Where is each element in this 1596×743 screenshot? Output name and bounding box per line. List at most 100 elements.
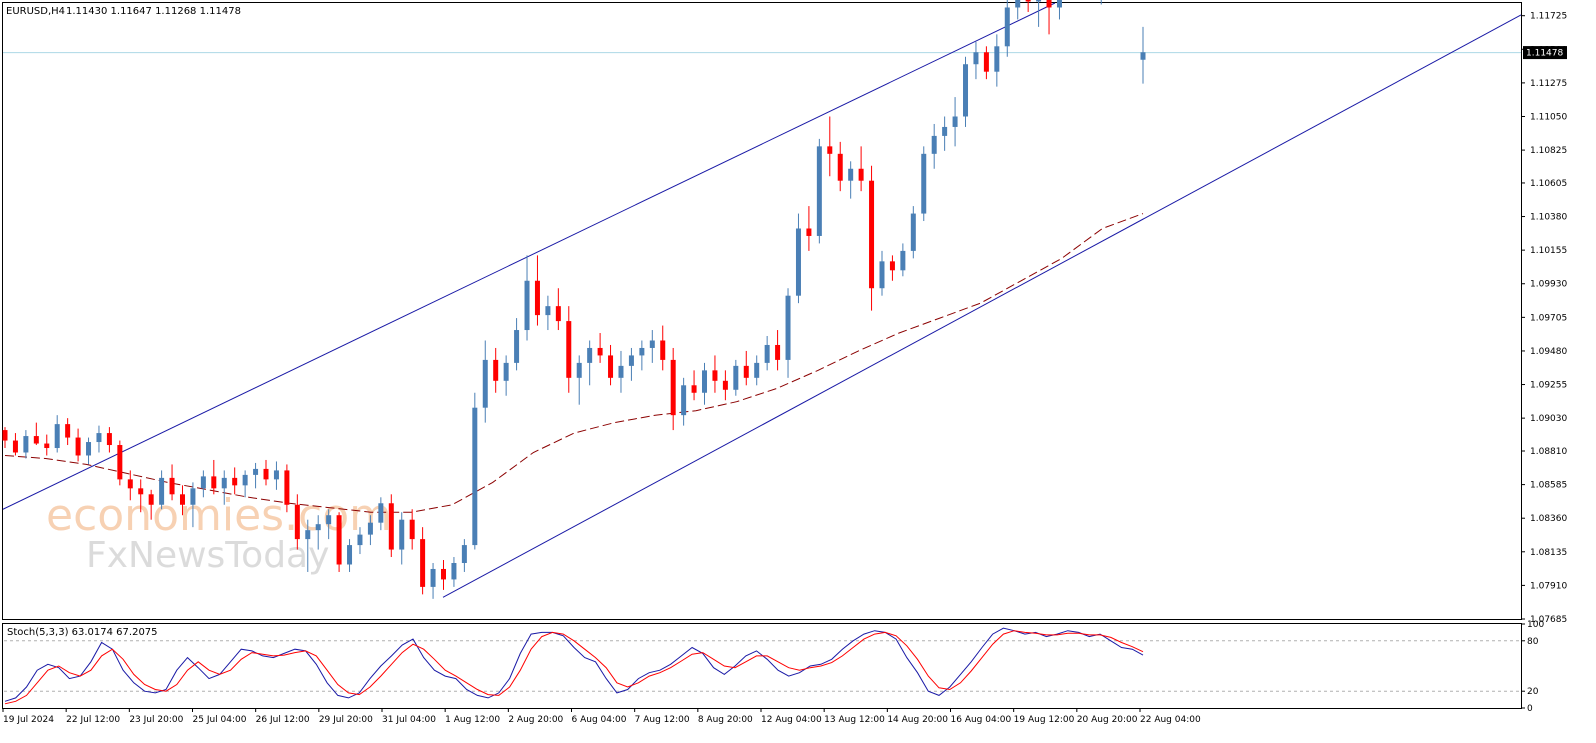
time-tick-label: 31 Jul 04:00 xyxy=(382,715,436,725)
bull-candle xyxy=(503,355,509,396)
watermark-line1: economies.com xyxy=(46,490,392,541)
candle-body xyxy=(806,228,812,236)
candle-body xyxy=(608,355,614,378)
time-tick-label: 2 Aug 20:00 xyxy=(508,715,563,725)
bull-candle xyxy=(242,470,248,498)
bull-candle xyxy=(681,377,687,426)
bear-candle xyxy=(597,333,603,363)
time-tick-label: 26 Jul 12:00 xyxy=(256,715,310,725)
candle-body xyxy=(169,477,175,495)
time-tick-label: 1 Aug 12:00 xyxy=(445,715,500,725)
stoch-levels xyxy=(4,640,1520,692)
candle-body xyxy=(973,52,979,65)
candle-body xyxy=(889,261,895,271)
bear-candle xyxy=(2,427,8,449)
bull-candle xyxy=(900,243,906,277)
candle-body xyxy=(702,370,708,393)
time-tick-label: 29 Jul 20:00 xyxy=(319,715,373,725)
candle-body xyxy=(179,494,185,505)
candle-body xyxy=(1046,0,1052,8)
candle-body xyxy=(65,424,71,438)
bear-candle xyxy=(775,330,781,371)
candle-body xyxy=(44,443,50,449)
price-tick-label: 1.09480 xyxy=(1530,347,1567,357)
candle-body xyxy=(211,476,217,489)
stoch-title: Stoch(5,3,3) 63.0174 67.2075 xyxy=(7,627,158,638)
candle-body xyxy=(75,437,81,456)
price-tick-label: 1.09030 xyxy=(1530,414,1567,424)
candle-body xyxy=(534,280,540,316)
candle-body xyxy=(305,530,311,540)
candle-body xyxy=(1025,0,1031,2)
bull-candle xyxy=(931,123,937,169)
candle-body xyxy=(994,46,1000,72)
candle-body xyxy=(493,359,499,381)
candle-body xyxy=(566,321,572,378)
time-tick-label: 8 Aug 20:00 xyxy=(698,715,753,725)
trend-channel[interactable] xyxy=(2,2,1522,598)
bear-candle xyxy=(534,255,540,326)
candle-body xyxy=(785,295,791,360)
candle-body xyxy=(754,362,760,378)
bear-candle xyxy=(806,206,812,251)
candle-body xyxy=(628,355,634,366)
price-tick-label: 1.07910 xyxy=(1530,581,1567,591)
bull-candle xyxy=(963,56,969,127)
price-tick-label: 1.09930 xyxy=(1530,280,1567,290)
candle-body xyxy=(242,474,248,486)
candle-body xyxy=(472,407,478,546)
bull-candle xyxy=(795,213,801,304)
bull-candle xyxy=(305,519,311,572)
bull-candle xyxy=(816,138,822,244)
price-tick-label: 1.10380 xyxy=(1530,213,1567,223)
bear-candle xyxy=(294,494,300,550)
bear-candle xyxy=(117,440,123,486)
candle-body xyxy=(879,261,885,289)
bear-candle xyxy=(138,479,144,513)
time-tick-label: 6 Aug 04:00 xyxy=(572,715,627,725)
candle-body xyxy=(795,228,801,296)
candle-body xyxy=(827,146,833,154)
bear-candle xyxy=(420,527,426,595)
candle-body xyxy=(952,116,958,127)
bull-candle xyxy=(430,563,436,599)
bull-candle xyxy=(1056,0,1062,20)
candle-body xyxy=(545,306,551,316)
bear-candle xyxy=(1046,0,1052,35)
candle-body xyxy=(764,344,770,363)
bull-candle xyxy=(159,470,165,510)
bull-candle xyxy=(253,462,259,489)
bear-candle xyxy=(608,344,614,386)
price-tick-label: 1.11725 xyxy=(1530,12,1567,22)
price-tick-label: 1.10605 xyxy=(1530,179,1567,189)
stoch-tick-label: 0 xyxy=(1527,704,1533,714)
candle-body xyxy=(294,504,300,540)
candle-body xyxy=(712,370,718,381)
time-axis: 19 Jul 2024 22 Jul 12:00 23 Jul 20:00 25 Ju… xyxy=(2,708,1201,725)
bull-candle xyxy=(628,347,634,381)
bull-candle xyxy=(587,340,593,386)
bear-candle xyxy=(858,146,864,192)
bull-candle xyxy=(399,512,405,565)
chart-symbol: EURUSD,H4 xyxy=(6,6,65,17)
bull-candle xyxy=(367,515,373,546)
candle-body xyxy=(420,539,426,587)
candle-body xyxy=(23,436,29,453)
candle-body xyxy=(54,424,60,449)
candle-body xyxy=(1004,7,1010,47)
current-price-tag xyxy=(1523,46,1567,60)
channel-upper-line xyxy=(2,2,1056,510)
bull-candle xyxy=(639,340,645,371)
current-price-label: 1.11478 xyxy=(1526,49,1563,59)
bear-candle xyxy=(12,433,18,456)
candle-body xyxy=(12,440,18,453)
bull-candle xyxy=(702,362,708,405)
candle-body xyxy=(117,445,123,480)
candle-body xyxy=(159,477,165,505)
channel-lower-line xyxy=(442,14,1522,598)
bull-candle xyxy=(879,250,885,296)
candle-body xyxy=(733,365,739,390)
bear-candle xyxy=(983,46,989,80)
candle-body xyxy=(33,436,39,444)
